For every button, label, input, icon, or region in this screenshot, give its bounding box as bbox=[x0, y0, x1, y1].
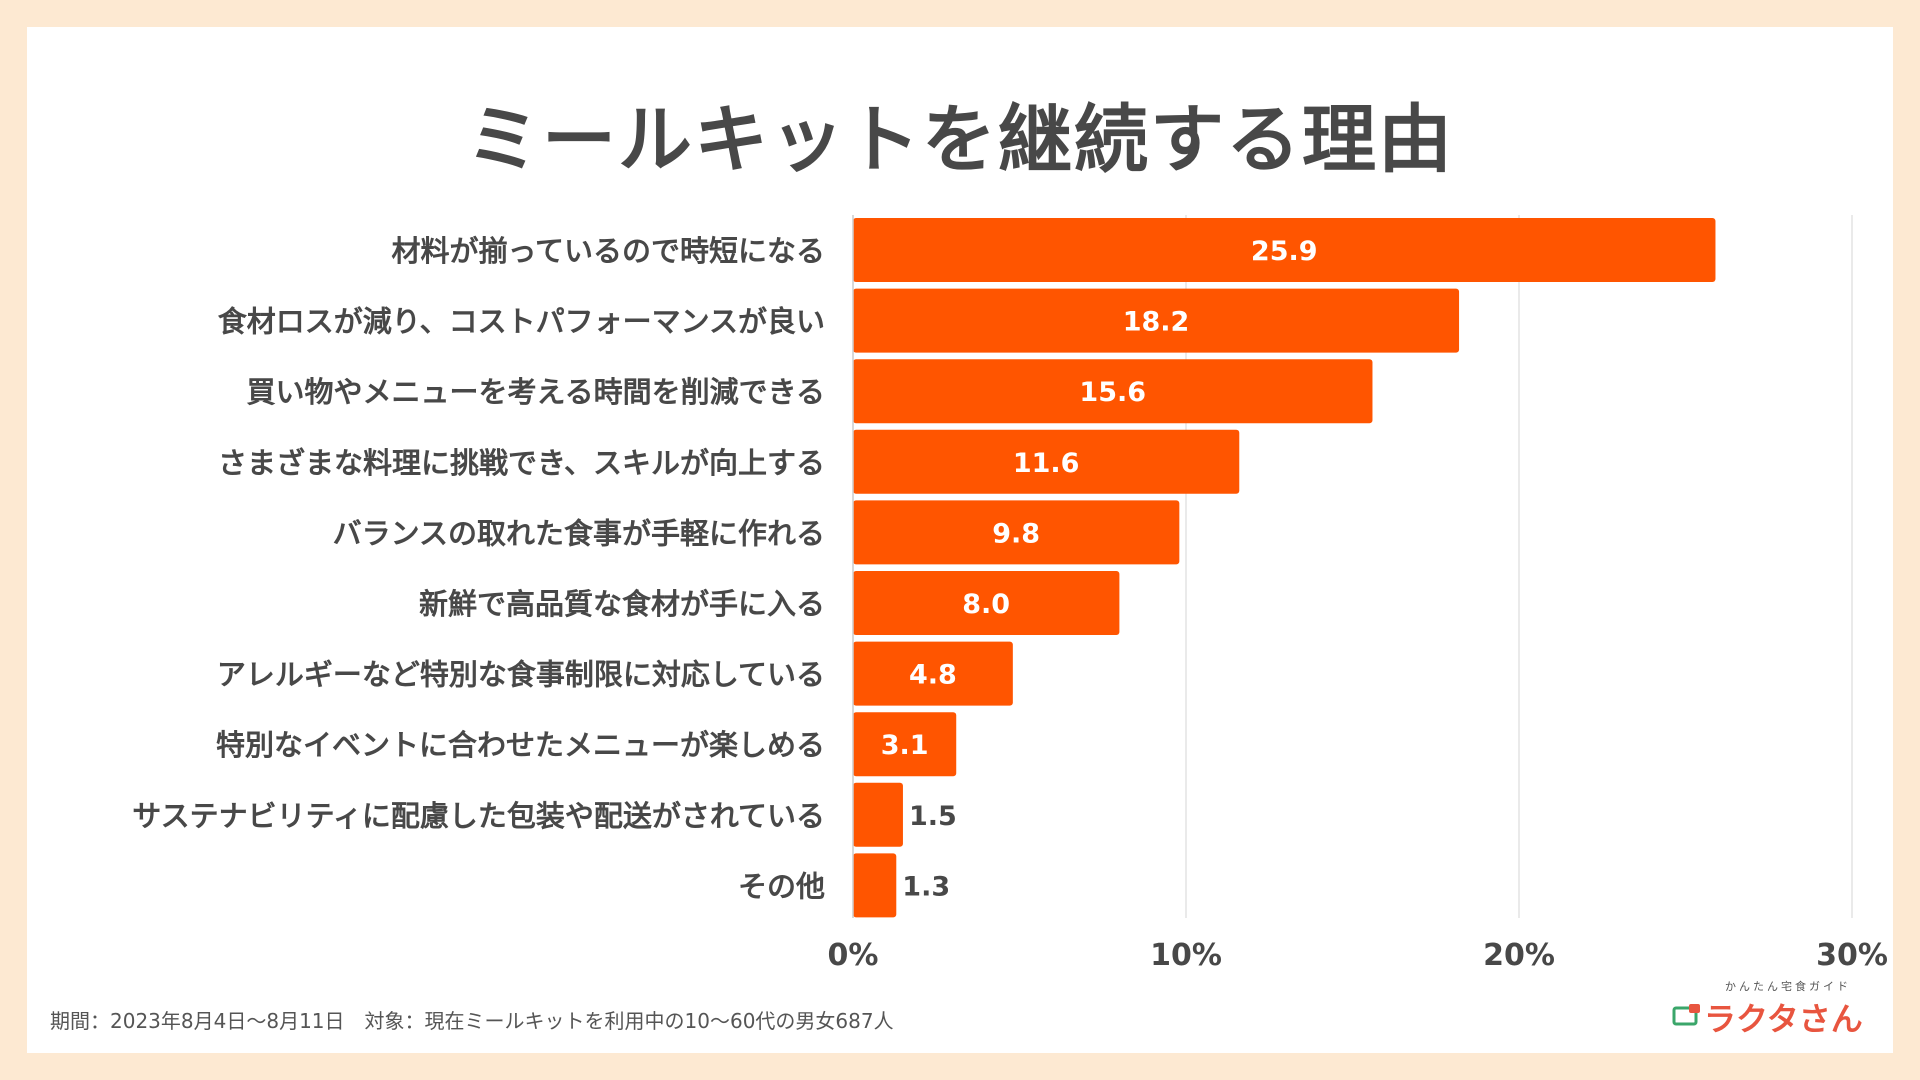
category-label: 材料が揃っているので時短になる bbox=[391, 234, 825, 268]
data-label: 9.8 bbox=[992, 518, 1040, 549]
bar bbox=[853, 641, 1013, 706]
bar bbox=[853, 288, 1460, 353]
category-label: サステナビリティに配慮した包装や配送がされている bbox=[132, 799, 825, 833]
category-label: 食材ロスが減り、コストパフォーマンスが良い bbox=[218, 305, 825, 339]
bar bbox=[853, 500, 1180, 565]
x-tick-label: 10% bbox=[1150, 938, 1222, 973]
data-label: 8.0 bbox=[962, 589, 1010, 620]
data-label: 18.2 bbox=[1123, 307, 1190, 338]
category-label: 特別なイベントに合わせたメニューが楽しめる bbox=[216, 728, 825, 762]
category-label: 買い物やメニューを考える時間を削減できる bbox=[246, 375, 825, 409]
data-label: 11.6 bbox=[1013, 448, 1080, 479]
bar bbox=[853, 782, 903, 847]
category-label: さまざまな料理に挑戦でき、スキルが向上する bbox=[218, 446, 825, 480]
bar bbox=[853, 712, 957, 777]
bar bbox=[853, 359, 1373, 424]
brand-logo: かんたん宅食ガイド ラクタさん bbox=[1672, 978, 1872, 1038]
data-label: 25.9 bbox=[1251, 236, 1318, 267]
data-label: 3.1 bbox=[881, 730, 929, 761]
category-label: その他 bbox=[738, 869, 825, 903]
x-tick-label: 20% bbox=[1483, 938, 1555, 973]
data-label: 15.6 bbox=[1079, 377, 1146, 408]
x-tick-label: 0% bbox=[828, 938, 879, 973]
logo-box-icon bbox=[1672, 1004, 1700, 1026]
data-label: 4.8 bbox=[909, 660, 957, 691]
category-label: 新鮮で高品質な食材が手に入る bbox=[419, 587, 825, 621]
survey-footnote: 期間：2023年8月4日〜8月11日 対象：現在ミールキットを利用中の10〜60… bbox=[50, 1009, 894, 1033]
data-label: 1.3 bbox=[902, 871, 950, 902]
category-label: バランスの取れた食事が手軽に作れる bbox=[333, 516, 825, 550]
category-label: アレルギーなど特別な食事制限に対応している bbox=[217, 658, 825, 692]
x-tick-label: 30% bbox=[1816, 938, 1888, 973]
chart-title: ミールキットを継続する理由 bbox=[466, 97, 1454, 183]
bar bbox=[853, 571, 1120, 635]
logo-name: ラクタさん bbox=[1704, 1000, 1863, 1038]
bar bbox=[853, 429, 1240, 494]
data-label: 1.5 bbox=[909, 801, 957, 832]
bar bbox=[853, 218, 1716, 282]
bar bbox=[853, 853, 897, 918]
logo-subtitle: かんたん宅食ガイド bbox=[1725, 980, 1851, 993]
